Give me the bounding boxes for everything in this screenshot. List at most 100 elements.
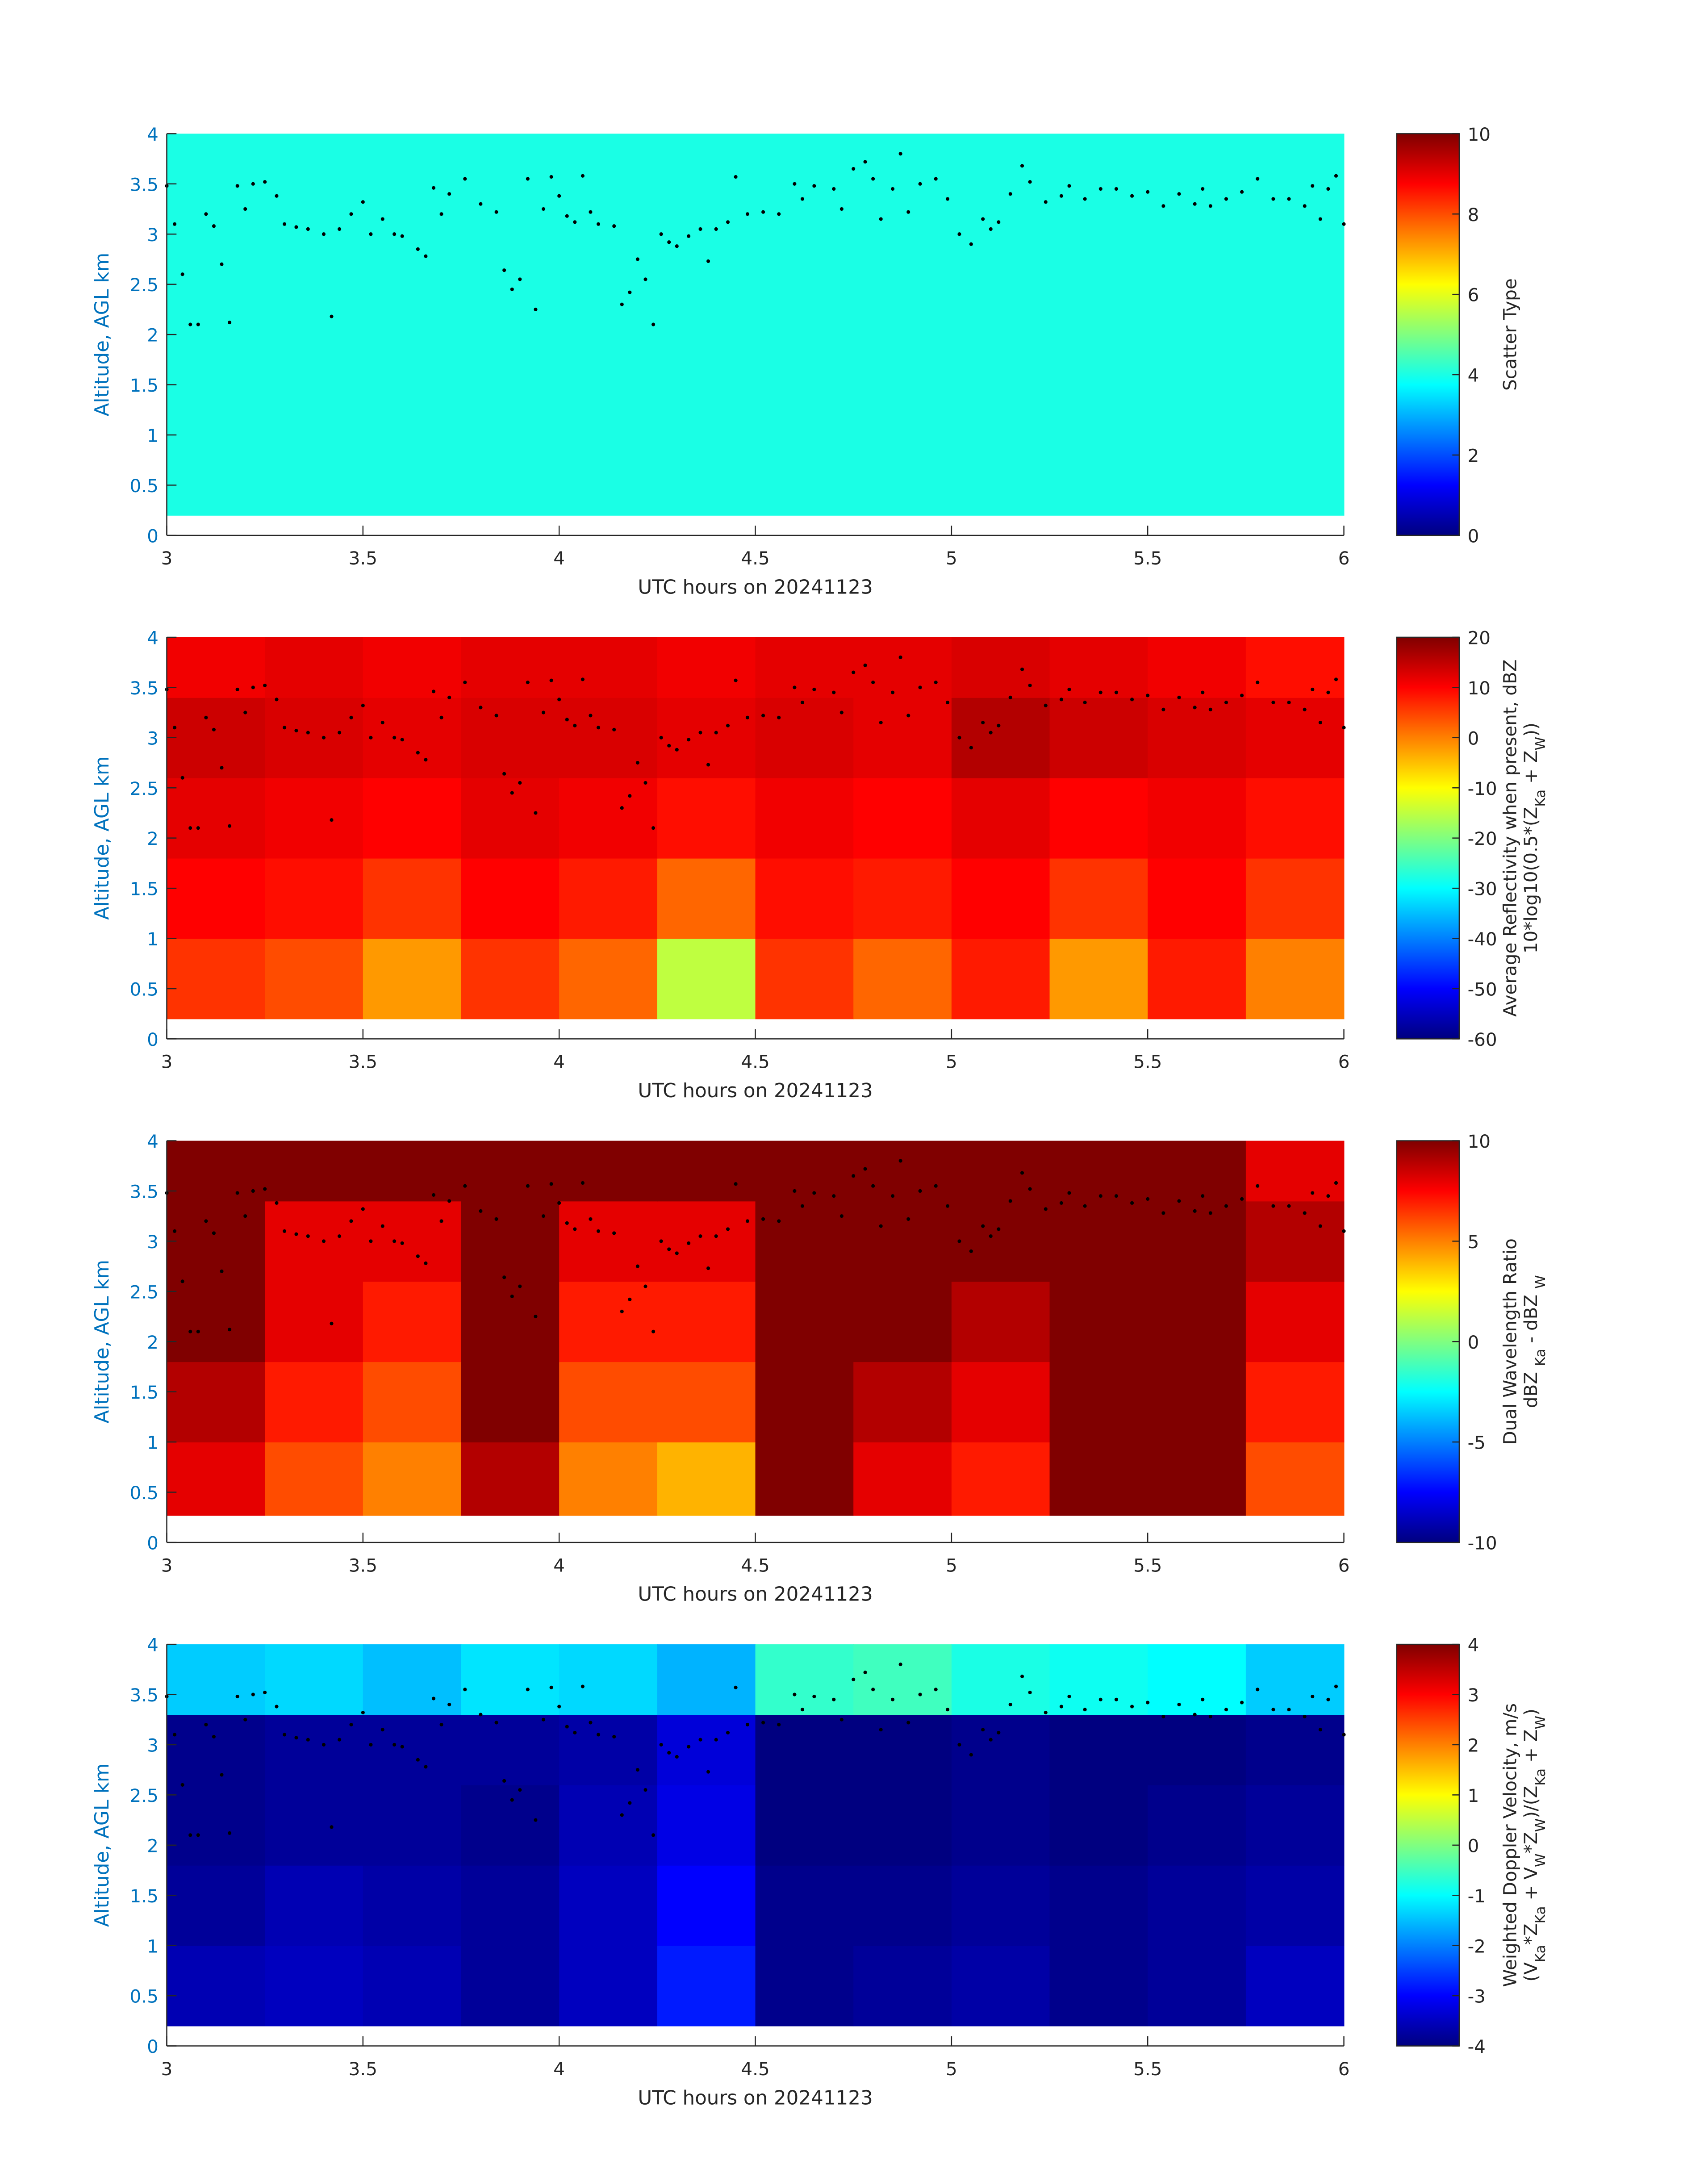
cloud-top-dot xyxy=(541,1717,546,1722)
cloud-top-dot xyxy=(1028,683,1032,687)
cloud-top-dot xyxy=(212,224,216,228)
heatmap-cell xyxy=(1148,1784,1246,1866)
heatmap-cell xyxy=(853,1945,952,2027)
cloud-top-dot xyxy=(204,715,208,719)
heatmap-cell xyxy=(951,777,1050,859)
cloud-top-dot xyxy=(424,254,428,258)
heatmap-cell xyxy=(1049,1644,1148,1715)
cloud-top-dot xyxy=(188,322,192,326)
y-tick-label: 0 xyxy=(147,2036,159,2057)
heatmap-cell xyxy=(755,1141,854,1202)
heatmap-cell xyxy=(461,1141,560,1202)
cloud-top-dot xyxy=(1028,1690,1032,1695)
heatmap-cell xyxy=(1148,1644,1246,1715)
cloud-top-dot xyxy=(1028,180,1032,184)
cloud-top-dot xyxy=(1067,1191,1071,1195)
heatmap-cell xyxy=(1049,637,1148,698)
heatmap-cell xyxy=(265,777,363,859)
x-tick-label: 4.5 xyxy=(741,1051,769,1073)
colorbar-tick-label: -5 xyxy=(1468,1432,1486,1454)
heatmap-cell xyxy=(853,1442,952,1516)
cloud-top-dot xyxy=(349,1219,353,1223)
cloud-top-dot xyxy=(946,197,950,201)
y-tick-label: 0 xyxy=(147,525,159,547)
cloud-top-dot xyxy=(431,186,436,190)
heatmap-cell xyxy=(1049,858,1148,939)
cloud-top-dot xyxy=(761,714,765,718)
heatmap-cell xyxy=(657,1945,756,2027)
y-tick-label: 0 xyxy=(147,1029,159,1050)
cloud-top-dot xyxy=(1271,1204,1275,1208)
cloud-top-dot xyxy=(1161,1211,1165,1215)
cloud-top-dot xyxy=(494,714,498,718)
cloud-top-dot xyxy=(361,703,365,707)
cloud-top-dot xyxy=(863,160,867,164)
heatmap-cell xyxy=(167,637,266,698)
cloud-top-dot xyxy=(946,701,950,705)
cloud-top-dot xyxy=(1287,1204,1291,1208)
heatmap-cell xyxy=(265,1442,363,1516)
colorbar-tick-label: -2 xyxy=(1468,1935,1486,1957)
heatmap-cell xyxy=(1049,777,1148,859)
cloud-top-dot xyxy=(518,1788,522,1792)
cloud-top-dot xyxy=(283,222,287,226)
colorbar-tick-label: 3 xyxy=(1468,1684,1479,1706)
colorbar-label: Scatter Type xyxy=(1499,278,1521,391)
cloud-top-dot xyxy=(839,207,844,211)
cloud-top-dot xyxy=(871,1184,875,1188)
cloud-top-dot xyxy=(173,1229,177,1233)
cloud-top-dot xyxy=(1271,197,1275,201)
cloud-top-dot xyxy=(251,182,255,186)
cloud-top-dot xyxy=(852,1174,856,1178)
cloud-top-dot xyxy=(235,1694,239,1699)
cloud-top-dot xyxy=(380,217,384,221)
cloud-top-dot xyxy=(557,1705,561,1709)
cloud-top-dot xyxy=(1083,1708,1087,1712)
cloud-top-dot xyxy=(263,1187,267,1191)
cloud-top-dot xyxy=(180,776,184,780)
cloud-top-dot xyxy=(1326,690,1330,694)
heatmap-cell xyxy=(853,1714,952,1785)
heatmap-cell xyxy=(951,697,1050,778)
cloud-top-dot xyxy=(416,1758,420,1762)
cloud-top-dot xyxy=(400,234,404,238)
cloud-top-dot xyxy=(969,746,973,750)
cloud-top-dot xyxy=(1008,1702,1012,1707)
y-tick-label: 2 xyxy=(147,1835,159,1856)
cloud-top-dot xyxy=(510,791,514,795)
heatmap-cell xyxy=(1245,697,1345,778)
cloud-top-dot xyxy=(1318,721,1322,725)
heatmap-cell xyxy=(461,1442,560,1516)
cloud-top-dot xyxy=(439,1219,443,1223)
colorbar-label: (VKa*ZKa + VW*ZW)/(ZKa + ZW) xyxy=(1520,1709,1549,1982)
cloud-top-dot xyxy=(479,1713,483,1717)
heatmap-cell xyxy=(951,1945,1050,2027)
x-tick-label: 4.5 xyxy=(741,547,769,569)
heatmap-cell xyxy=(167,777,266,859)
heatmap-cell xyxy=(755,1442,854,1516)
cloud-top-dot xyxy=(1271,1708,1275,1712)
cloud-top-dot xyxy=(565,1725,569,1729)
cloud-top-dot xyxy=(698,1234,702,1238)
cloud-top-dot xyxy=(659,1239,663,1243)
cloud-top-dot xyxy=(565,718,569,722)
cloud-top-dot xyxy=(439,212,443,216)
x-tick-label: 5.5 xyxy=(1133,547,1162,569)
heatmap-cell xyxy=(853,938,952,1020)
cloud-top-dot xyxy=(180,1279,184,1283)
cloud-top-dot xyxy=(1177,1702,1181,1707)
cloud-top-dot xyxy=(518,1284,522,1288)
heatmap-cell xyxy=(1049,1362,1148,1443)
heatmap-cell xyxy=(167,1281,266,1362)
cloud-top-dot xyxy=(424,1765,428,1769)
cloud-top-dot xyxy=(675,1251,679,1255)
cloud-top-dot xyxy=(502,1779,506,1783)
cloud-top-dot xyxy=(745,1219,749,1223)
heatmap-cell xyxy=(1245,1644,1345,1715)
cloud-top-dot xyxy=(1020,164,1024,168)
cloud-top-dot xyxy=(1114,690,1118,694)
heatmap-cell xyxy=(167,1644,266,1715)
heatmap-cell xyxy=(559,1784,658,1866)
cloud-top-dot xyxy=(1271,701,1275,705)
cloud-top-dot xyxy=(322,735,326,740)
